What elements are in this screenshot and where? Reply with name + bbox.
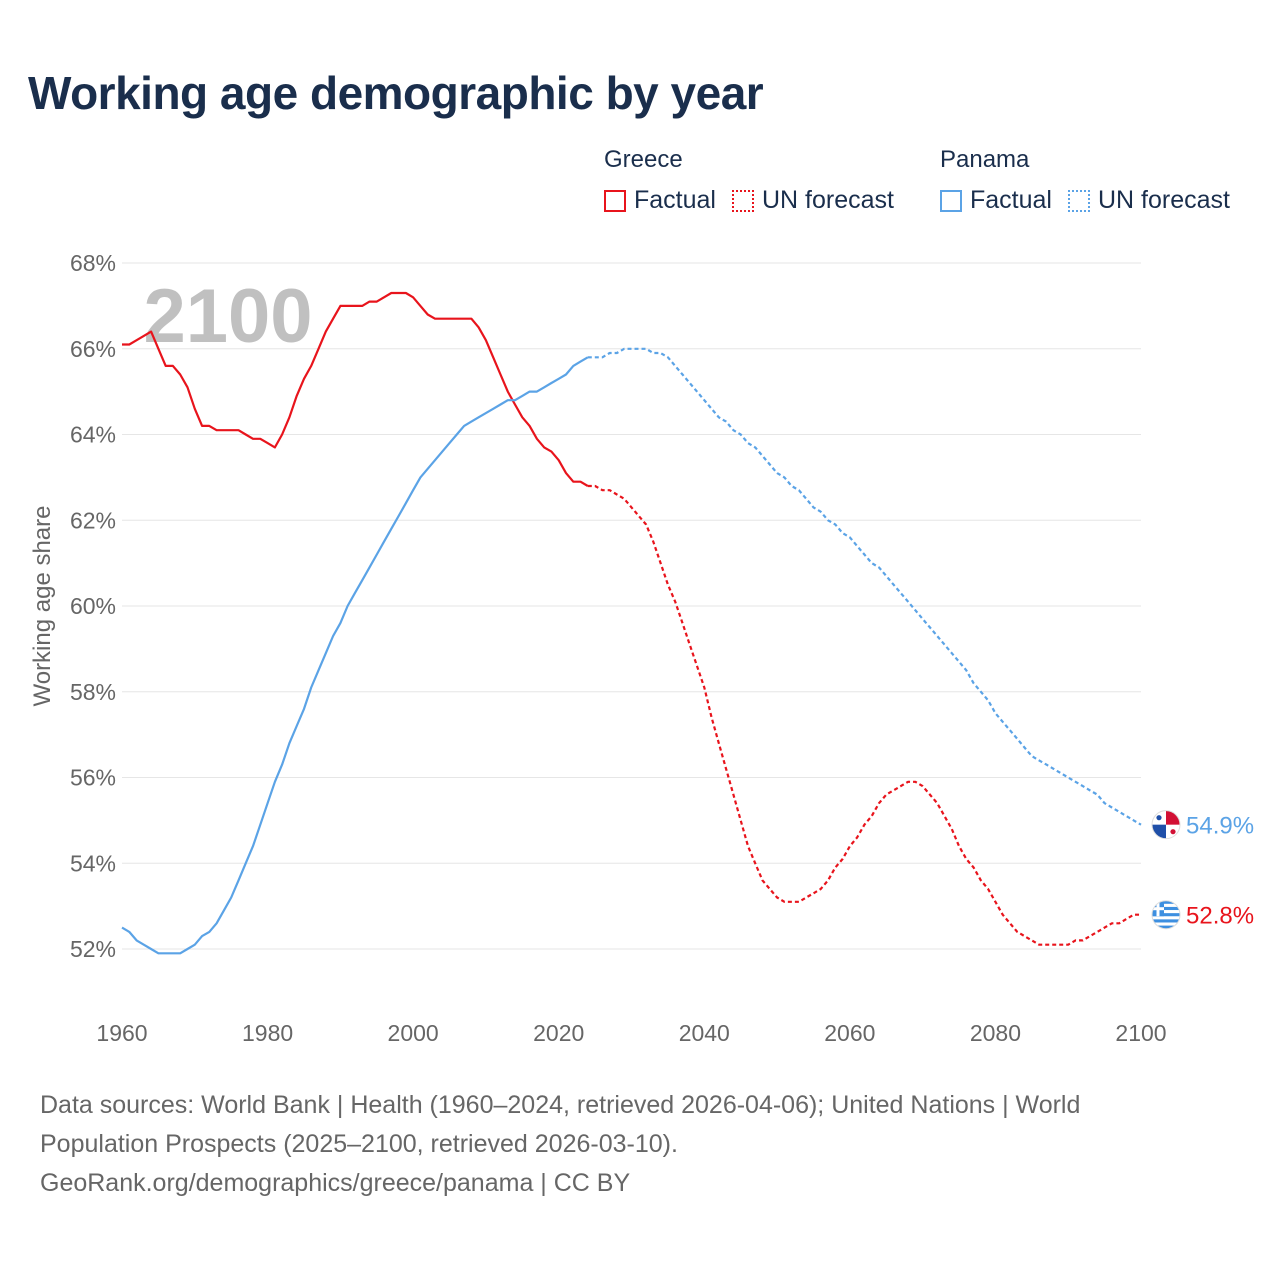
legend-label: Factual xyxy=(970,186,1052,214)
series-lines xyxy=(121,291,1142,955)
legend-swatch-solid xyxy=(604,189,626,212)
legend-swatch-dotted xyxy=(731,189,754,212)
series-line-panama-forecast xyxy=(587,347,1142,826)
series-line-greece-factual xyxy=(122,291,589,487)
series-end-label-greece: 52.8% xyxy=(1186,903,1254,930)
x-tick-label: 2060 xyxy=(824,1020,875,1046)
y-axis-label: Working age share xyxy=(29,506,56,707)
year-watermark: 2100 xyxy=(143,274,312,359)
legend-swatch-solid xyxy=(940,189,962,212)
y-tick-label: 60% xyxy=(70,593,116,619)
footer-sources-line-1: Data sources: World Bank | Health (1960–… xyxy=(40,1091,1081,1119)
y-tick-label: 68% xyxy=(70,250,116,276)
grid xyxy=(122,262,1141,950)
y-tick-label: 56% xyxy=(70,765,116,791)
y-axis-ticks: 52% 54% 56% 58% 60% 62% 64% 66% 68% xyxy=(70,250,116,962)
series-end-markers: 52.8% 54.9% xyxy=(1151,810,1254,930)
x-tick-label: 2020 xyxy=(533,1020,584,1046)
y-tick-label: 62% xyxy=(70,507,116,533)
legend-item-panama-factual[interactable]: Factual xyxy=(940,186,1052,215)
legend-row-panama: Factual UN forecast xyxy=(940,186,1246,215)
legend-item-panama-forecast[interactable]: UN forecast xyxy=(1067,186,1230,215)
y-tick-label: 52% xyxy=(70,936,116,962)
legend-label: UN forecast xyxy=(1097,186,1230,214)
y-tick-label: 66% xyxy=(70,336,116,362)
y-tick-label: 64% xyxy=(70,422,116,448)
legend-item-greece-factual[interactable]: Factual xyxy=(604,186,716,215)
legend-group-name: Greece xyxy=(604,146,683,173)
x-tick-label: 2040 xyxy=(679,1020,730,1046)
legend-label: UN forecast xyxy=(761,186,894,214)
legend-label: Factual xyxy=(634,186,716,214)
footer: Data sources: World Bank | Health (1960–… xyxy=(40,1086,1220,1203)
legend-group-panama: Panama xyxy=(940,146,1029,174)
footer-attribution[interactable]: GeoRank.org/demographics/greece/panama |… xyxy=(40,1169,631,1197)
line-chart: 2100 52% 54% 56% 58% 60% 62% 64% 66% 68% 1960 198… xyxy=(29,250,1254,1046)
legend-swatch-dotted xyxy=(1067,189,1090,212)
y-tick-label: 54% xyxy=(70,850,116,876)
x-tick-label: 2100 xyxy=(1115,1020,1166,1046)
legend-group-greece: Greece xyxy=(604,146,683,174)
x-tick-label: 2080 xyxy=(970,1020,1021,1046)
legend-group-name: Panama xyxy=(940,146,1030,173)
x-axis-ticks: 1960 1980 2000 2020 2040 2060 2080 2100 xyxy=(96,1020,1166,1046)
footer-sources-line-2: Population Prospects (2025–2100, retriev… xyxy=(40,1130,678,1158)
series-end-label-panama: 54.9% xyxy=(1186,813,1254,840)
legend-item-greece-forecast[interactable]: UN forecast xyxy=(731,186,894,215)
legend-row-greece: Factual UN forecast xyxy=(604,186,910,215)
y-tick-label: 58% xyxy=(70,679,116,705)
chart-title: Working age demographic by year xyxy=(28,67,764,119)
x-tick-label: 2000 xyxy=(388,1020,439,1046)
series-line-panama-factual xyxy=(121,356,589,955)
greece-flag-icon xyxy=(1151,900,1181,930)
panama-flag-icon xyxy=(1151,810,1181,840)
x-tick-label: 1960 xyxy=(96,1020,147,1046)
series-line-greece-forecast xyxy=(587,484,1141,946)
x-tick-label: 1980 xyxy=(242,1020,293,1046)
